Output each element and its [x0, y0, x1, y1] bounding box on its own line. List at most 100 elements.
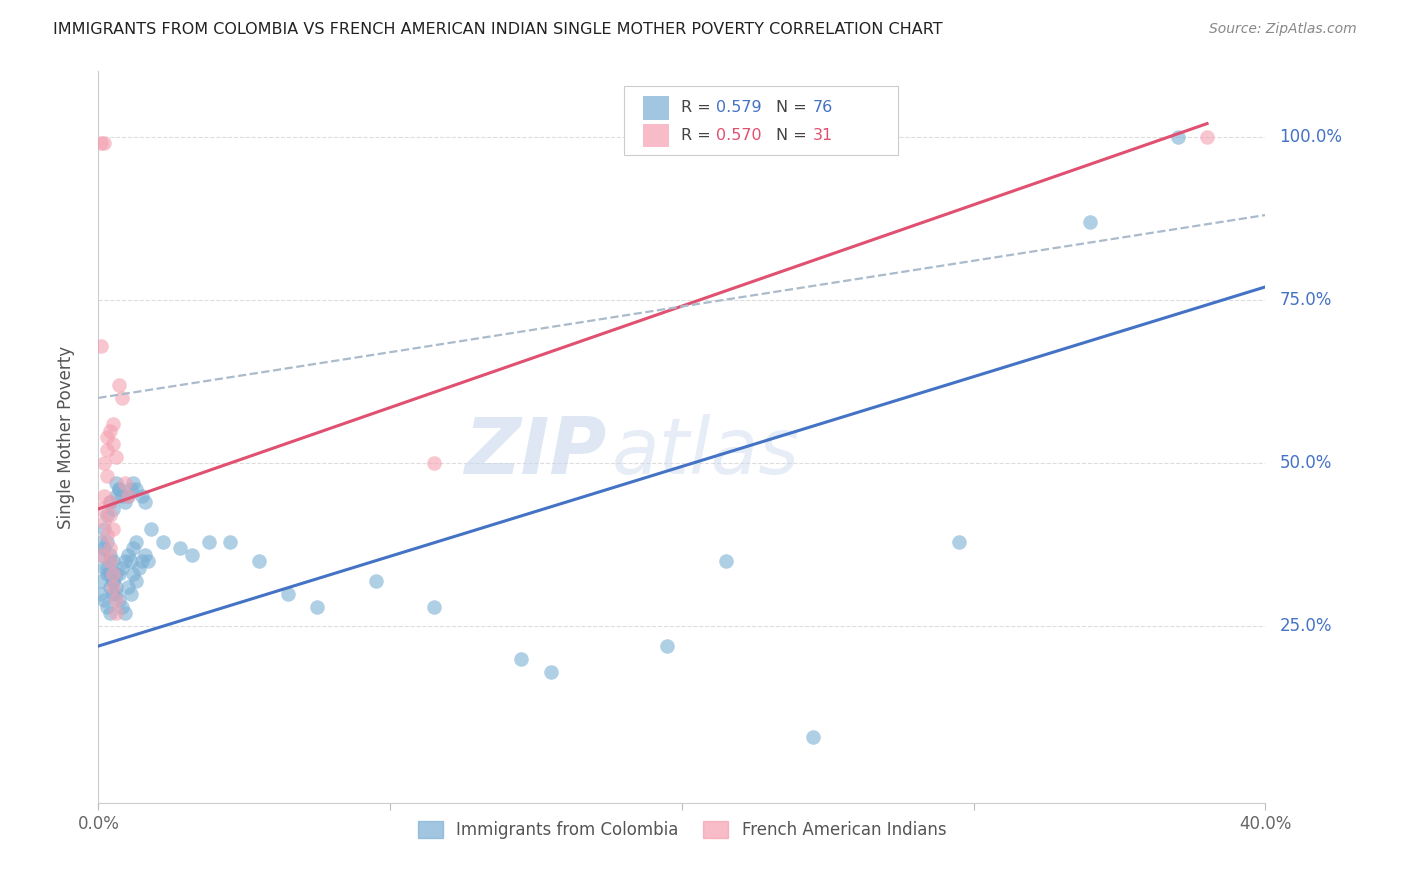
- Point: [540, 665, 562, 680]
- Point: [134, 548, 156, 562]
- Point: [125, 534, 148, 549]
- Text: R =: R =: [681, 128, 716, 144]
- Point: [104, 580, 127, 594]
- Point: [139, 521, 162, 535]
- Point: [114, 607, 136, 621]
- Point: [101, 574, 124, 588]
- Point: [93, 541, 115, 555]
- Point: [169, 541, 191, 555]
- Point: [101, 580, 124, 594]
- Point: [96, 560, 118, 574]
- Point: [98, 495, 121, 509]
- Point: [117, 489, 139, 503]
- Point: [218, 534, 240, 549]
- Point: [101, 574, 124, 588]
- Text: 50.0%: 50.0%: [1279, 454, 1331, 472]
- Point: [307, 599, 329, 614]
- Legend: Immigrants from Colombia, French American Indians: Immigrants from Colombia, French America…: [411, 814, 953, 846]
- Point: [125, 574, 148, 588]
- Point: [180, 548, 202, 562]
- Point: [101, 587, 124, 601]
- Point: [122, 541, 145, 555]
- Point: [90, 502, 112, 516]
- Text: atlas: atlas: [612, 414, 800, 490]
- Point: [108, 483, 131, 497]
- Point: [111, 560, 134, 574]
- Point: [90, 548, 112, 562]
- Point: [111, 489, 134, 503]
- Point: [122, 567, 145, 582]
- Point: [364, 574, 387, 588]
- Point: [277, 587, 299, 601]
- Point: [510, 652, 533, 666]
- Point: [101, 554, 124, 568]
- Point: [96, 567, 118, 582]
- Point: [1195, 129, 1218, 144]
- Point: [111, 391, 134, 405]
- Text: 31: 31: [813, 128, 832, 144]
- Point: [101, 521, 124, 535]
- Point: [114, 495, 136, 509]
- Point: [247, 554, 270, 568]
- Point: [104, 587, 127, 601]
- Point: [108, 567, 131, 582]
- Point: [104, 607, 127, 621]
- Text: 25.0%: 25.0%: [1279, 617, 1331, 635]
- Point: [93, 489, 115, 503]
- Text: 0.570: 0.570: [716, 128, 762, 144]
- Point: [108, 377, 131, 392]
- Point: [423, 456, 446, 470]
- Point: [104, 475, 127, 490]
- Point: [198, 534, 221, 549]
- Point: [131, 554, 153, 568]
- Point: [801, 731, 824, 745]
- Text: ZIP: ZIP: [464, 414, 606, 490]
- Point: [93, 593, 115, 607]
- Point: [117, 580, 139, 594]
- Y-axis label: Single Mother Poverty: Single Mother Poverty: [56, 345, 75, 529]
- Point: [128, 560, 150, 574]
- Point: [98, 495, 121, 509]
- Point: [90, 574, 112, 588]
- Point: [111, 599, 134, 614]
- Point: [90, 338, 112, 352]
- Point: [96, 599, 118, 614]
- Point: [1080, 214, 1102, 228]
- Point: [104, 593, 127, 607]
- Text: R =: R =: [681, 101, 716, 115]
- Point: [96, 528, 118, 542]
- Point: [90, 534, 112, 549]
- Point: [1167, 129, 1189, 144]
- Point: [96, 443, 118, 458]
- Point: [134, 495, 156, 509]
- Point: [90, 587, 112, 601]
- Text: 76: 76: [813, 101, 832, 115]
- Point: [98, 580, 121, 594]
- Point: [96, 430, 118, 444]
- Point: [98, 607, 121, 621]
- Text: 0.579: 0.579: [716, 101, 762, 115]
- Point: [98, 554, 121, 568]
- Point: [101, 417, 124, 431]
- Point: [93, 521, 115, 535]
- Point: [104, 450, 127, 464]
- Point: [101, 567, 124, 582]
- Point: [96, 534, 118, 549]
- Point: [98, 508, 121, 523]
- Text: IMMIGRANTS FROM COLOMBIA VS FRENCH AMERICAN INDIAN SINGLE MOTHER POVERTY CORRELA: IMMIGRANTS FROM COLOMBIA VS FRENCH AMERI…: [53, 22, 943, 37]
- Point: [117, 489, 139, 503]
- Point: [93, 136, 115, 151]
- Point: [93, 560, 115, 574]
- Point: [114, 475, 136, 490]
- Text: Source: ZipAtlas.com: Source: ZipAtlas.com: [1209, 22, 1357, 37]
- Point: [98, 541, 121, 555]
- Point: [423, 599, 446, 614]
- Point: [104, 567, 127, 582]
- Point: [120, 554, 142, 568]
- Point: [101, 502, 124, 516]
- Point: [98, 424, 121, 438]
- Point: [117, 548, 139, 562]
- Point: [114, 554, 136, 568]
- Point: [96, 508, 118, 523]
- Point: [108, 593, 131, 607]
